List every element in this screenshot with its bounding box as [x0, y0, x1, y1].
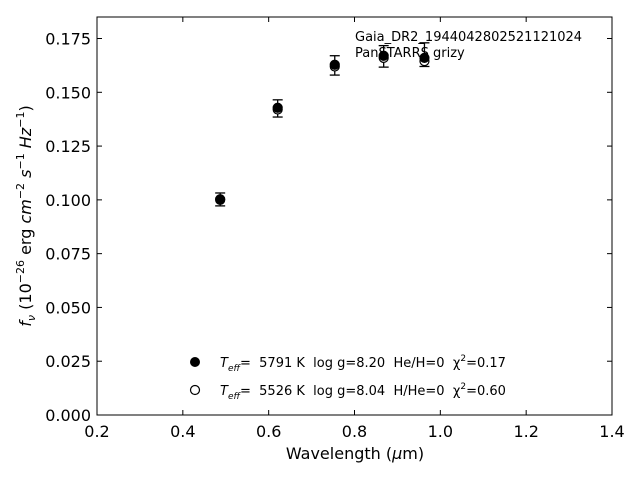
- data-marks: [215, 42, 430, 207]
- legend-entry-1: Teff= 5791 K log g=8.20 He/H=0 χ2=0.17: [220, 354, 506, 374]
- legend-marker-open: [189, 384, 201, 396]
- x-axis-ticks: 0.2 0.4 0.6 0.8 1.0 1.2 1.4: [84, 17, 625, 441]
- y-tick-label: 0.000: [45, 406, 91, 425]
- legend-marker-filled: [190, 357, 200, 367]
- y-tick-label: 0.050: [45, 298, 91, 317]
- model-point-filled: [215, 194, 226, 205]
- annotation-survey: PanSTARRS grizy: [355, 46, 465, 61]
- y-tick-label: 0.100: [45, 191, 91, 210]
- y-tick-label: 0.025: [45, 352, 91, 371]
- x-tick-label: 0.8: [342, 422, 367, 441]
- x-tick-label: 0.2: [84, 422, 109, 441]
- x-tick-label: 0.6: [256, 422, 281, 441]
- model-point-filled: [272, 102, 283, 113]
- y-tick-label: 0.075: [45, 245, 91, 264]
- x-tick-label: 1.0: [428, 422, 453, 441]
- y-tick-label: 0.125: [45, 137, 91, 156]
- x-tick-label: 0.4: [170, 422, 195, 441]
- x-tick-label: 1.2: [513, 422, 538, 441]
- legend-entry-2: Teff= 5526 K log g=8.04 H/He=0 χ2=0.60: [220, 382, 506, 402]
- y-tick-label: 0.175: [45, 30, 91, 49]
- annotation-source-id: Gaia_DR2_1944042802521121024: [355, 30, 582, 45]
- y-axis-ticks: 0.000 0.025 0.050 0.075 0.100 0.125 0.150 0.175: [45, 30, 612, 425]
- y-tick-label: 0.150: [45, 83, 91, 102]
- model-point-filled: [419, 52, 430, 63]
- x-tick-label: 1.4: [599, 422, 624, 441]
- y-axis-label: fν (10−26 erg cm−2 s−1 Hz−1): [14, 105, 38, 326]
- model-point-filled: [329, 59, 340, 70]
- x-axis-label: Wavelength (μm): [286, 444, 424, 463]
- legend: Teff= 5791 K log g=8.20 He/H=0 χ2=0.17 T…: [189, 354, 506, 402]
- model-point-filled: [378, 50, 389, 61]
